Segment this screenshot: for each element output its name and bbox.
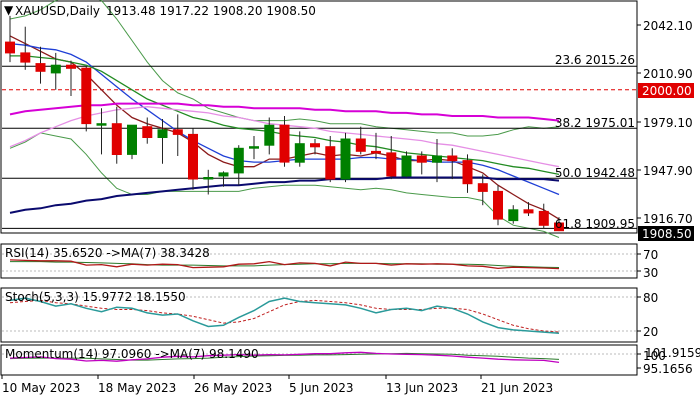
candle-body: [35, 63, 46, 72]
time-tick-label: 5 Jun 2023: [289, 381, 354, 395]
candle-body: [279, 124, 290, 163]
price-axis: 2042.10 2010.90 1979.10 1947.90 1916.70: [637, 19, 693, 226]
candle-body: [81, 67, 92, 125]
price-tick-label: 1979.10: [643, 116, 693, 130]
time-tick-label: 13 Jun 2023: [386, 381, 458, 395]
stoch-title: Stoch(5,3,3) 15.9772 18.1550: [5, 290, 186, 304]
candle-body: [142, 126, 153, 138]
rsi-line: [9, 259, 560, 270]
rsi-tick-30: 30: [643, 266, 658, 280]
main-plot: [2, 0, 637, 238]
rsi-plot: [2, 253, 637, 272]
candle-body: [310, 143, 320, 148]
candle-body: [249, 146, 259, 149]
candle-body: [50, 64, 61, 74]
candle-body: [172, 129, 183, 135]
time-axis: 10 May 2023 18 May 2023 26 May 2023 5 Ju…: [1, 375, 553, 395]
candle-body: [5, 41, 15, 54]
fib-label-23-6: 23.6 2015.26: [555, 53, 635, 67]
candle-body: [432, 155, 442, 163]
candle-body: [371, 150, 381, 154]
rsi-title: RSI(14) 35.6520 ->MA(7) 38.3428: [5, 246, 210, 260]
time-tick-label: 26 May 2023: [194, 381, 272, 395]
candle-body: [218, 172, 229, 177]
stoch-d-line: [9, 299, 560, 333]
rsi-tick-70: 70: [643, 248, 658, 262]
candle-body: [20, 52, 31, 63]
candle-body: [355, 138, 366, 152]
fib-label-38-2: 38.2 1975.01: [555, 116, 635, 130]
candle-body: [264, 124, 275, 146]
momentum-tick-top: 101.9159: [645, 346, 700, 360]
price-tick-label: 1947.90: [643, 164, 693, 178]
candle-body: [111, 123, 122, 155]
level-price-tag-label: 2000.00: [642, 84, 692, 98]
chart-symbol: XAUUSD,Daily: [15, 4, 100, 18]
momentum-tick-mid: 100: [643, 349, 666, 363]
price-tick-label: 2010.90: [643, 67, 693, 81]
candle-body: [447, 155, 458, 162]
candle-body: [538, 210, 549, 226]
candle-body: [523, 209, 534, 214]
dropdown-triangle-icon[interactable]: ▼: [4, 3, 14, 17]
candle-body: [233, 147, 244, 174]
main-panel-frame: [0, 0, 638, 234]
time-tick-label: 10 May 2023: [2, 381, 80, 395]
fib-label-61-8: 61.8 1909.95: [555, 217, 635, 231]
candle-body: [127, 124, 137, 155]
candle-body: [340, 138, 351, 180]
price-tick-label: 1916.70: [643, 212, 693, 226]
candle-body: [66, 64, 76, 69]
candle-body: [477, 183, 488, 192]
momentum-tick-bottom: 95.1656: [643, 362, 693, 376]
chart-ohlc: 1913.48 1917.22 1908.20 1908.50: [106, 4, 316, 18]
rsi-panel-frame: [0, 243, 638, 279]
candle-body: [386, 152, 397, 177]
stoch-tick-80: 80: [643, 291, 658, 305]
stoch-plot: [2, 296, 637, 335]
moving-average-line: [9, 102, 560, 122]
current-price-tag: [638, 226, 694, 241]
candle-body: [508, 209, 519, 222]
candle-body: [325, 146, 336, 180]
candle-body: [416, 155, 427, 163]
momentum-line: [9, 351, 560, 364]
candle-body: [294, 143, 305, 163]
candle-body: [188, 133, 198, 180]
candle-body: [462, 160, 473, 185]
momentum-plot: [2, 351, 637, 364]
stoch-tick-20: 20: [643, 325, 658, 339]
candle-body: [96, 123, 107, 126]
momentum-title: Momentum(14) 97.0960 ->MA(7) 98.1490: [5, 347, 259, 361]
time-tick-label: 18 May 2023: [98, 381, 176, 395]
candle-body: [401, 155, 412, 177]
candle-body: [157, 129, 168, 139]
current-price-tag-label: 1908.50: [642, 227, 692, 241]
stoch-k-line: [9, 297, 560, 335]
bollinger-lower-line: [9, 132, 560, 238]
fib-label-50-0: 50.0 1942.48: [555, 166, 635, 180]
candle-body: [203, 177, 214, 180]
candle-body: [554, 222, 564, 232]
price-tick-label: 2042.10: [643, 19, 693, 33]
time-tick-label: 21 Jun 2023: [481, 381, 553, 395]
level-price-tag: [638, 83, 694, 98]
candle-body: [493, 190, 503, 220]
